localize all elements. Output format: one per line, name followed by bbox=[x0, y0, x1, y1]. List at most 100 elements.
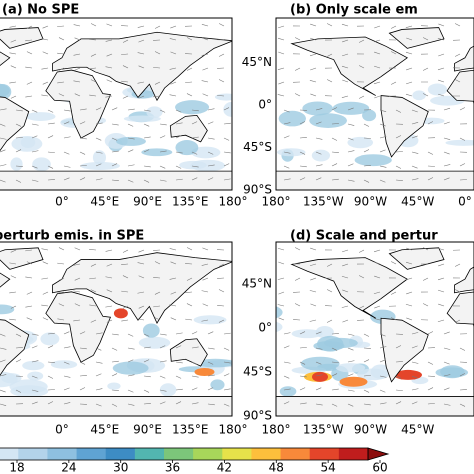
field-patch bbox=[279, 386, 297, 397]
colorbar-segment bbox=[309, 448, 340, 460]
wind-arrow bbox=[277, 37, 285, 41]
wind-arrow bbox=[58, 67, 65, 71]
land bbox=[0, 247, 44, 270]
wind-arrow bbox=[106, 263, 113, 267]
wind-arrow bbox=[341, 95, 349, 98]
wind-arrow bbox=[127, 333, 134, 337]
wind-arrow bbox=[395, 375, 402, 379]
wind-arrow bbox=[143, 136, 151, 139]
wind-arrow bbox=[443, 361, 450, 365]
colorbar-extend bbox=[367, 447, 390, 461]
wind-arrow bbox=[175, 332, 183, 335]
wind-arrow bbox=[358, 249, 365, 253]
wind-arrow bbox=[374, 25, 381, 29]
wind-arrow bbox=[223, 373, 230, 377]
wind-arrow bbox=[310, 67, 317, 71]
wind-arrow bbox=[299, 165, 307, 168]
wind-arrow bbox=[25, 66, 33, 69]
wind-arrow bbox=[406, 81, 413, 85]
wind-arrow bbox=[294, 277, 301, 281]
wind-arrow bbox=[443, 107, 451, 111]
wind-arrow bbox=[159, 179, 167, 182]
wind-arrow bbox=[79, 331, 86, 335]
wind-arrow bbox=[373, 261, 381, 265]
wind-arrow bbox=[170, 51, 177, 55]
wind-arrow bbox=[427, 121, 434, 125]
wind-arrow bbox=[57, 291, 65, 294]
field-patch bbox=[0, 304, 15, 315]
wind-arrow bbox=[411, 401, 418, 405]
wind-arrow bbox=[437, 319, 445, 323]
wind-arrow bbox=[459, 163, 466, 167]
land bbox=[0, 272, 11, 288]
wind-arrow bbox=[278, 291, 285, 295]
lon-label: 180° bbox=[262, 195, 291, 209]
wind-arrow bbox=[411, 375, 418, 379]
wind-arrow bbox=[47, 401, 54, 405]
wind-arrow bbox=[63, 121, 70, 125]
wind-arrow bbox=[202, 277, 209, 281]
wind-arrow bbox=[185, 263, 193, 265]
wind-arrow bbox=[342, 79, 349, 83]
wind-arrow bbox=[374, 95, 381, 99]
wind-arrow bbox=[454, 53, 461, 57]
field-patch bbox=[276, 306, 283, 319]
wind-arrow bbox=[191, 136, 199, 139]
wind-arrow bbox=[58, 303, 65, 307]
wind-arrow bbox=[0, 164, 7, 167]
wind-arrow bbox=[15, 165, 23, 167]
wind-arrow bbox=[58, 37, 65, 41]
wind-arrow bbox=[41, 248, 49, 251]
wind-arrow bbox=[0, 333, 6, 337]
wind-arrow bbox=[9, 262, 17, 265]
wind-arrow bbox=[379, 149, 386, 153]
wind-arrow bbox=[186, 247, 193, 251]
wind-arrow bbox=[159, 123, 167, 126]
wind-arrow bbox=[326, 263, 333, 267]
wind-arrow bbox=[57, 262, 65, 265]
field-patch bbox=[107, 382, 121, 390]
wind-arrow bbox=[427, 151, 434, 155]
panel-frame bbox=[0, 17, 233, 191]
wind-arrow bbox=[25, 305, 33, 308]
map-panel bbox=[276, 18, 474, 190]
field-patch bbox=[427, 83, 448, 96]
wind-arrow bbox=[47, 151, 55, 154]
wind-arrow bbox=[15, 109, 23, 112]
wind-arrow bbox=[202, 37, 209, 41]
wind-arrow bbox=[454, 319, 461, 323]
wind-arrow bbox=[390, 25, 397, 29]
wind-arrow bbox=[79, 347, 87, 350]
wind-arrow bbox=[79, 361, 86, 365]
field-patch bbox=[445, 139, 474, 146]
wind-arrow bbox=[191, 387, 198, 391]
wind-arrow bbox=[74, 93, 81, 97]
wind-arrow bbox=[390, 81, 397, 85]
wind-arrow bbox=[10, 275, 17, 279]
wind-arrow bbox=[347, 123, 355, 126]
wind-arrow bbox=[63, 387, 70, 391]
wind-arrow bbox=[309, 263, 317, 267]
wind-arrow bbox=[223, 332, 231, 335]
wind-arrow bbox=[31, 179, 39, 182]
wind-arrow bbox=[299, 121, 306, 125]
wind-arrow bbox=[26, 291, 33, 295]
wind-arrow bbox=[422, 277, 429, 281]
wind-arrow bbox=[159, 109, 166, 113]
field-patch bbox=[276, 321, 283, 333]
wind-arrow bbox=[153, 67, 161, 69]
colorbar-segment bbox=[193, 448, 223, 460]
map-panel bbox=[0, 242, 232, 416]
wind-arrow bbox=[105, 95, 113, 98]
wind-arrow bbox=[341, 275, 349, 279]
land bbox=[0, 319, 30, 376]
wind-arrow bbox=[358, 39, 365, 43]
wind-arrow bbox=[326, 53, 333, 57]
lat-label: 45°S bbox=[243, 365, 272, 379]
field-patch bbox=[116, 136, 146, 146]
field-patch bbox=[354, 154, 392, 167]
wind-arrow bbox=[427, 387, 434, 391]
wind-arrow bbox=[143, 359, 150, 363]
wind-arrow bbox=[79, 151, 86, 155]
wind-arrow bbox=[223, 388, 231, 391]
